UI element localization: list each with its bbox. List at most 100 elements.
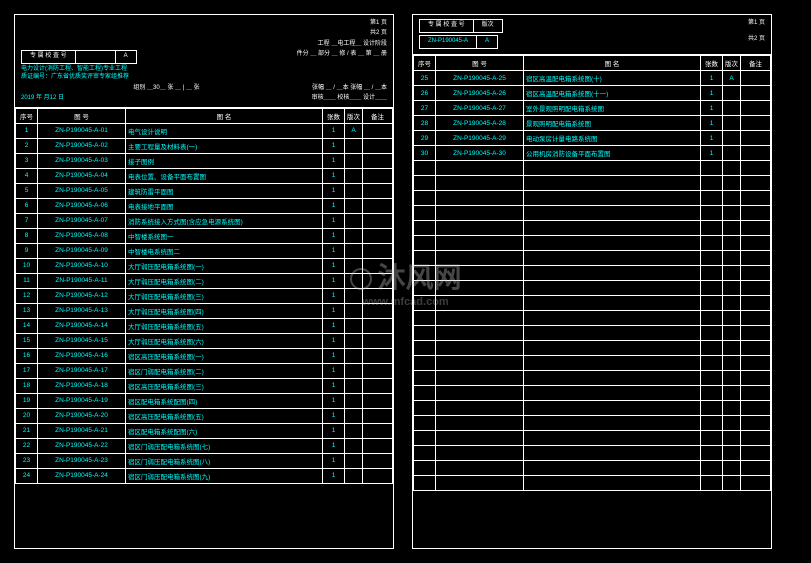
row-index: 21: [16, 423, 38, 438]
drawing-code: ZN-P190045-A-08: [38, 228, 126, 243]
sheet-count: 1: [323, 243, 345, 258]
drawing-name: 宿区配电箱系统配图(六): [126, 423, 323, 438]
sheet-count: 1: [701, 86, 723, 101]
drawing-code: ZN-P190045-A-12: [38, 288, 126, 303]
drawing-code: ZN-P190045-A-05: [38, 183, 126, 198]
remarks: [363, 333, 393, 348]
sheet-count: 1: [323, 468, 345, 483]
sheet-count: 1: [323, 123, 345, 138]
table-row: 2ZN-P190045-A-02主要工程量及材料表(一)1: [16, 138, 393, 153]
remarks: [363, 453, 393, 468]
column-header: 序号: [16, 108, 38, 123]
table-row-empty: .: [414, 296, 771, 311]
table-row: 6ZN-P190045-A-06电表接地平面图1: [16, 198, 393, 213]
table-row-empty: .: [414, 161, 771, 176]
drawing-name: 景观照明配电箱系统图: [524, 116, 701, 131]
column-header: 备注: [363, 108, 393, 123]
title-block-1: 第1 页 共2 页 工程 ＿电工程＿ 设计阶段 专 属 校 査 号 A 件分 ＿…: [15, 15, 393, 108]
row-index: 27: [414, 101, 436, 116]
revision: [345, 468, 363, 483]
drawing-name: 电气设计说明: [126, 123, 323, 138]
revision: A: [345, 123, 363, 138]
drawing-name: 室外景观照明配电箱系统图: [524, 101, 701, 116]
row-index: 10: [16, 258, 38, 273]
title-block-2: 专 属 校 査 号 版次 第1 页 ZN-P190045-A A 共2 页: [413, 15, 771, 55]
drawing-code: ZN-P190045-A-10: [38, 258, 126, 273]
remarks: [363, 408, 393, 423]
remarks: [363, 198, 393, 213]
row-index: 9: [16, 243, 38, 258]
row-index: 11: [16, 273, 38, 288]
row-index: 3: [16, 153, 38, 168]
row-index: 24: [16, 468, 38, 483]
row-index: 22: [16, 438, 38, 453]
drawing-name: 主要工程量及材料表(一): [126, 138, 323, 153]
revision: [345, 438, 363, 453]
table-row-empty: .: [414, 416, 771, 431]
remarks: [363, 468, 393, 483]
drawing-name: 大厅弱压配电箱系统图(一): [126, 258, 323, 273]
table-row: 14ZN-P190045-A-14大厅弱压配电箱系统图(五)1: [16, 318, 393, 333]
row-index: 1: [16, 123, 38, 138]
drawing-code: ZN-P190045-A-04: [38, 168, 126, 183]
drawing-code: ZN-P190045-A-06: [38, 198, 126, 213]
revision: [723, 86, 741, 101]
table-row: 1ZN-P190045-A-01电气设计说明1A: [16, 123, 393, 138]
revision: [345, 198, 363, 213]
remarks: [741, 86, 771, 101]
table-row: 17ZN-P190045-A-17宿区门弱配电箱系统图(二)1: [16, 363, 393, 378]
column-header: 备注: [741, 56, 771, 71]
drawing-name: 宿区配电箱系统配图(四): [126, 393, 323, 408]
revision: [345, 288, 363, 303]
sheet-count: 1: [323, 393, 345, 408]
drawing-name: 宿区门弱压配电箱系统图(八): [126, 453, 323, 468]
table-row: 19ZN-P190045-A-19宿区配电箱系统配图(四)1: [16, 393, 393, 408]
revision: [345, 273, 363, 288]
drawing-code: ZN-P190045-A-02: [38, 138, 126, 153]
table-row: 25ZN-P190045-A-25宿区高温配电箱系统图(十)1A: [414, 71, 771, 86]
revision: [345, 408, 363, 423]
row-index: 2: [16, 138, 38, 153]
remarks: [363, 228, 393, 243]
drawing-sheet-2: 专 属 校 査 号 版次 第1 页 ZN-P190045-A A 共2 页 序号…: [412, 14, 772, 549]
row-index: 28: [414, 116, 436, 131]
sheet-count: 1: [323, 228, 345, 243]
row-index: 16: [16, 348, 38, 363]
header-cols: 件分 ＿ 部分 ＿ 修 / 表 ＿ 第 ＿ 册: [297, 50, 387, 64]
page-total: 共2 页: [370, 29, 387, 37]
remarks: [741, 146, 771, 161]
drawing-code: ZN-P190045-A-11: [38, 273, 126, 288]
row-index: 13: [16, 303, 38, 318]
drawing-code: ZN-P190045-A-28: [436, 116, 524, 131]
table-row-empty: .: [414, 461, 771, 476]
project-description: 电力设计(消防工程、智能工程)专业工程 质证编号：广东省优质奖评审专家组推荐: [21, 66, 387, 82]
revision: [345, 393, 363, 408]
drawing-name: 宿区高压配电箱系统图(五): [126, 408, 323, 423]
drawing-code: ZN-P190045-A-14: [38, 318, 126, 333]
row-index: 19: [16, 393, 38, 408]
sheet-count: 1: [323, 363, 345, 378]
sheet-count: 1: [323, 408, 345, 423]
remarks: [363, 393, 393, 408]
column-header: 图 名: [524, 56, 701, 71]
remarks: [363, 348, 393, 363]
drawing-name: 大厅弱压配电箱系统图(六): [126, 333, 323, 348]
group-info: 组别 ＿30＿ 张 ＿ | ＿ 张: [133, 84, 199, 92]
drawing-name: 建筑防雷平面图: [126, 183, 323, 198]
page-info-2: 第1 页: [748, 19, 765, 33]
row-index: 7: [16, 213, 38, 228]
sheet-count: 1: [701, 116, 723, 131]
drawing-name: 电动泵房计量电路系统图: [524, 131, 701, 146]
table-row: 5ZN-P190045-A-05建筑防雷平面图1: [16, 183, 393, 198]
row-index: 18: [16, 378, 38, 393]
table-row: 7ZN-P190045-A-07消防系统接入方式图(含应急电源系统图)1: [16, 213, 393, 228]
revision: [723, 116, 741, 131]
revision: [345, 228, 363, 243]
remarks: [363, 138, 393, 153]
column-header: 图 号: [38, 108, 126, 123]
row-index: 17: [16, 363, 38, 378]
drawing-name: 公用机房消防设备平面布置图: [524, 146, 701, 161]
drawing-list-table-2: 序号图 号图 名张数版次备注 25ZN-P190045-A-25宿区高温配电箱系…: [413, 55, 771, 491]
drawing-code: ZN-P190045-A-25: [436, 71, 524, 86]
remarks: [363, 213, 393, 228]
